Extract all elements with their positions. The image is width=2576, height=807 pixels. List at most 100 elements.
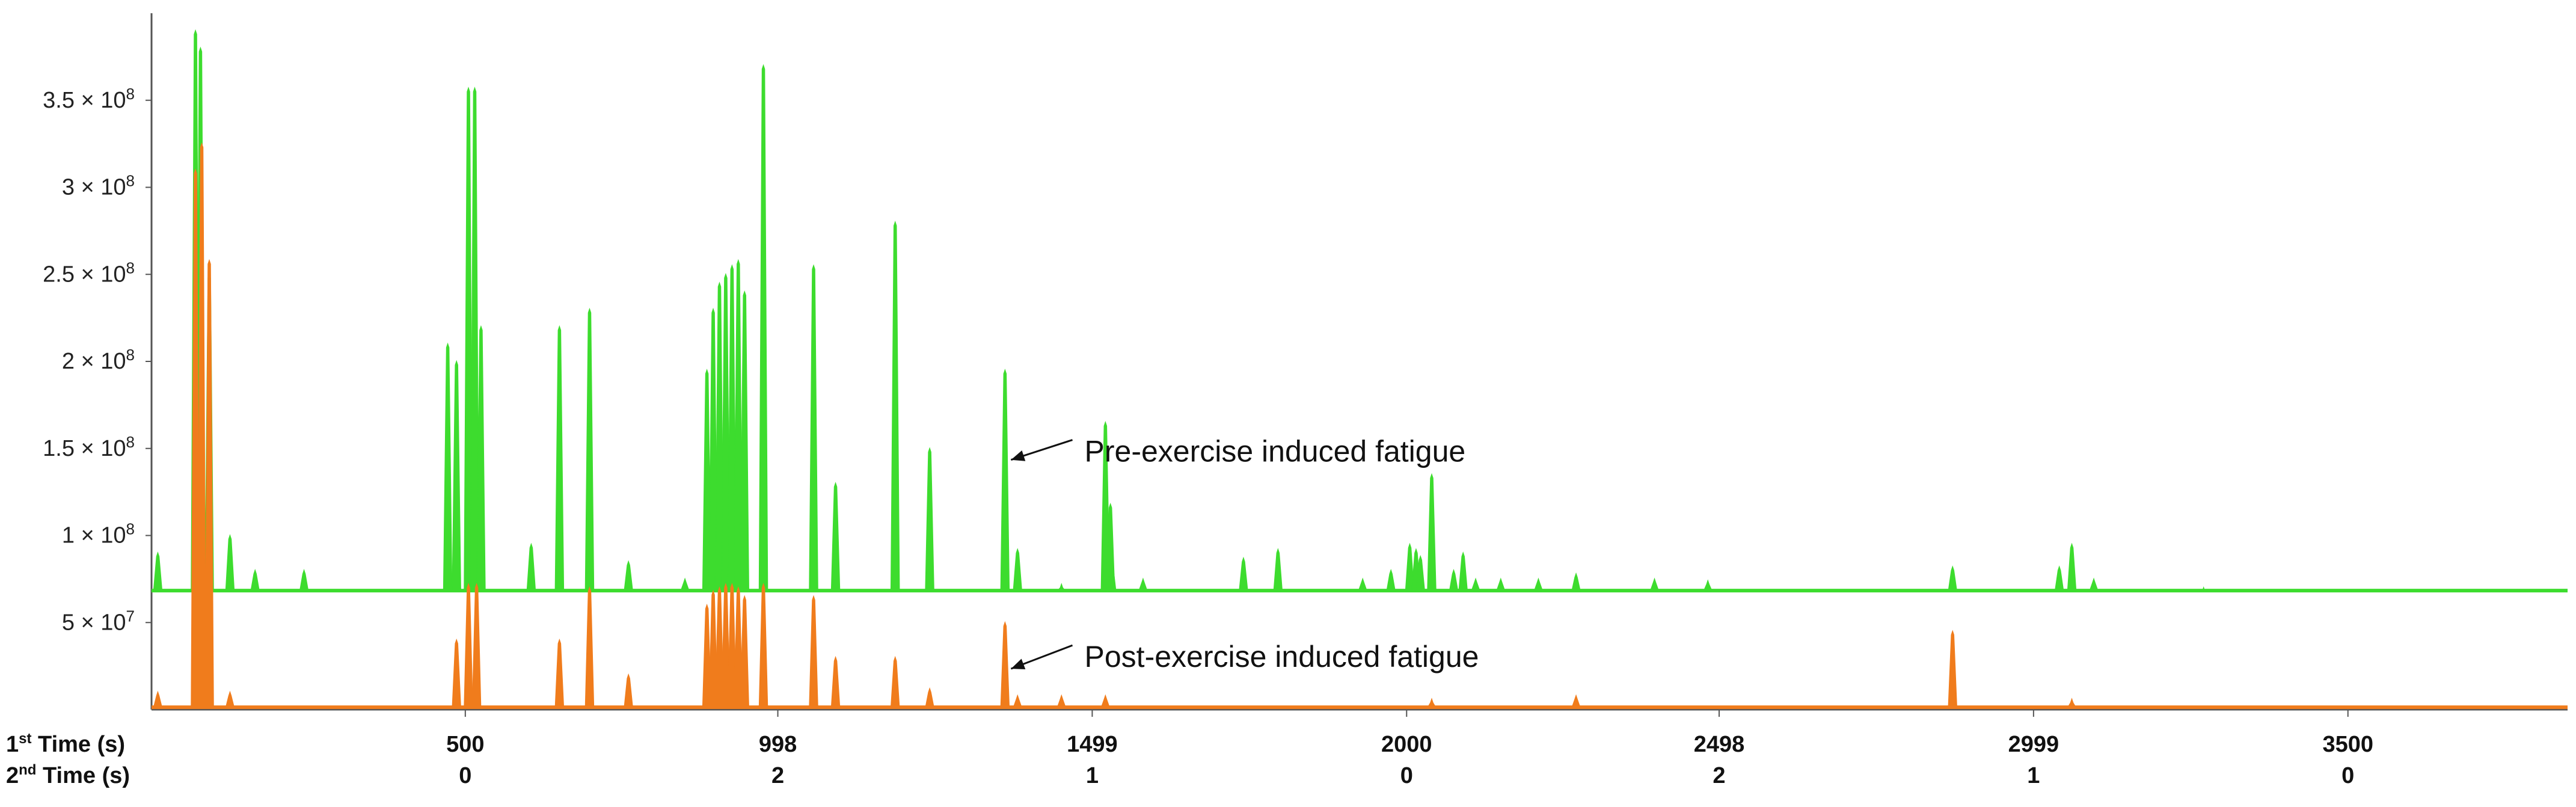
x-tick-label-second: 2 — [1713, 763, 1725, 788]
pre-exercise-peak — [1495, 577, 1506, 592]
pre-exercise-peak — [1427, 473, 1437, 592]
x-tick-label-first: 500 — [446, 732, 484, 757]
pre-exercise-peak — [1571, 572, 1581, 592]
pre-exercise-peak — [584, 307, 595, 592]
x-tick-label-first: 3500 — [2322, 732, 2373, 757]
pre-exercise-peak — [890, 221, 900, 592]
pre-exercise-peak — [1471, 577, 1481, 592]
x-tick-label-second: 0 — [459, 763, 471, 788]
first-time-axis-label: 1st Time (s) — [6, 731, 125, 757]
pre-exercise-peak — [554, 325, 565, 592]
pre-exercise-peak — [624, 560, 634, 592]
pre-exercise-peak — [925, 447, 934, 592]
pre-exercise-peak — [1013, 548, 1023, 592]
pre-exercise-peak — [476, 325, 486, 592]
y-tick-exponent: 8 — [126, 259, 135, 277]
post-exercise-peak — [584, 586, 595, 708]
pre-exercise-peak — [1458, 551, 1468, 592]
pre-exercise-peak — [1649, 577, 1660, 592]
pre-exercise-peak — [153, 551, 163, 592]
pre-exercise-peak — [809, 264, 818, 592]
pre-exercise-peak — [1449, 569, 1459, 592]
pre-exercise-peak — [2054, 565, 2064, 592]
second-time-axis-label: 2nd Time (s) — [6, 762, 130, 788]
pre-exercise-peak — [1948, 565, 1958, 592]
post-exercise-peak — [153, 690, 163, 708]
pre-exercise-peak — [740, 290, 749, 592]
post-exercise-peak — [830, 655, 841, 708]
pre-exercise-peak — [452, 360, 461, 592]
pre-exercise-peak — [2199, 586, 2208, 592]
y-tick-label: 3.5 × 108 — [43, 85, 135, 113]
pre-exercise-peak — [1386, 569, 1396, 592]
pre-exercise-peak — [2067, 542, 2077, 592]
pre-exercise-peak — [1703, 579, 1713, 592]
labels: 5 × 107 1 × 108 1.5 × 108 2 × 108 2.5 × 108 3… — [6, 85, 2373, 788]
pre-exercise-peak — [830, 482, 841, 592]
y-tick-label: 5 × 107 — [62, 607, 135, 635]
pre-exercise-peak — [1358, 577, 1368, 592]
ordinal-suffix: nd — [19, 762, 36, 778]
pre-exercise-peak — [680, 577, 690, 592]
post-exercise-peak — [1948, 630, 1958, 708]
x-tick-label-first: 1499 — [1067, 732, 1118, 757]
post-exercise-annotation: Post-exercise induced fatigue — [1085, 640, 1479, 674]
y-tick-exponent: 8 — [126, 85, 135, 103]
pre-exercise-peak — [1415, 554, 1426, 592]
pre-exercise-peak — [299, 569, 309, 592]
post-exercise-peak — [225, 690, 235, 708]
post-exercise-peak — [890, 655, 900, 708]
post-exercise-peak — [464, 583, 473, 708]
y-tick-exponent: 8 — [126, 172, 135, 190]
post-exercise-peak — [1013, 694, 1023, 708]
post-exercise-peak — [1000, 621, 1010, 708]
pre-exercise-peak — [1239, 556, 1248, 592]
x-tick-label-second: 0 — [1400, 763, 1413, 788]
post-exercise-peak — [1100, 694, 1111, 708]
post-exercise-peak — [1426, 698, 1437, 708]
post-exercise-peak — [809, 595, 818, 708]
post-exercise-peak — [471, 583, 482, 708]
post-exercise-peak — [925, 687, 935, 708]
post-exercise-peak — [204, 259, 214, 708]
y-tick-label: 2 × 108 — [62, 346, 135, 374]
y-tick-label: 1.5 × 108 — [43, 433, 135, 461]
x-tick-label-second: 0 — [2341, 763, 2354, 788]
x-tick-label-first: 2000 — [1381, 732, 1432, 757]
x-tick-label-first: 2498 — [1694, 732, 1745, 757]
post-exercise-peak — [1571, 694, 1581, 708]
post-exercise-peak — [758, 583, 768, 708]
x-tick-label-second: 2 — [771, 763, 784, 788]
annotation-arrowhead — [1011, 658, 1026, 669]
y-tick-exponent: 8 — [126, 346, 135, 364]
y-tick-label: 2.5 × 108 — [43, 259, 135, 287]
post-exercise-peak — [554, 638, 565, 708]
pre-exercise-peak — [526, 542, 536, 592]
y-tick-label: 3 × 108 — [62, 172, 135, 200]
pre-exercise-peak — [225, 534, 235, 592]
annotation-arrowhead — [1011, 450, 1026, 461]
y-tick-label: 1 × 108 — [62, 520, 135, 548]
pre-exercise-peak — [2088, 577, 2099, 592]
y-tick-exponent: 8 — [126, 520, 135, 538]
pre-exercise-peak — [1106, 560, 1117, 592]
post-exercise-peak — [452, 638, 461, 708]
pre-exercise-peak — [1533, 577, 1544, 592]
pre-exercise-peak — [1056, 583, 1067, 592]
post-exercise-peak — [1056, 694, 1067, 708]
axes — [146, 13, 2568, 717]
axis-unit-label: Time (s) — [31, 732, 125, 757]
post-exercise-baseline — [152, 705, 2568, 710]
post-exercise-peak — [2067, 698, 2077, 708]
pre-exercise-peak — [1138, 577, 1148, 592]
pre-exercise-peak — [758, 64, 768, 592]
y-tick-exponent: 7 — [126, 607, 135, 625]
axis-unit-label: Time (s) — [36, 763, 130, 788]
x-tick-label-first: 2999 — [2008, 732, 2059, 757]
pre-exercise-annotation: Pre-exercise induced fatigue — [1085, 435, 1466, 468]
series-layer — [152, 29, 2568, 710]
x-tick-label-second: 1 — [2027, 763, 2040, 788]
pre-exercise-peak — [443, 342, 453, 592]
ordinal-suffix: st — [19, 731, 31, 747]
